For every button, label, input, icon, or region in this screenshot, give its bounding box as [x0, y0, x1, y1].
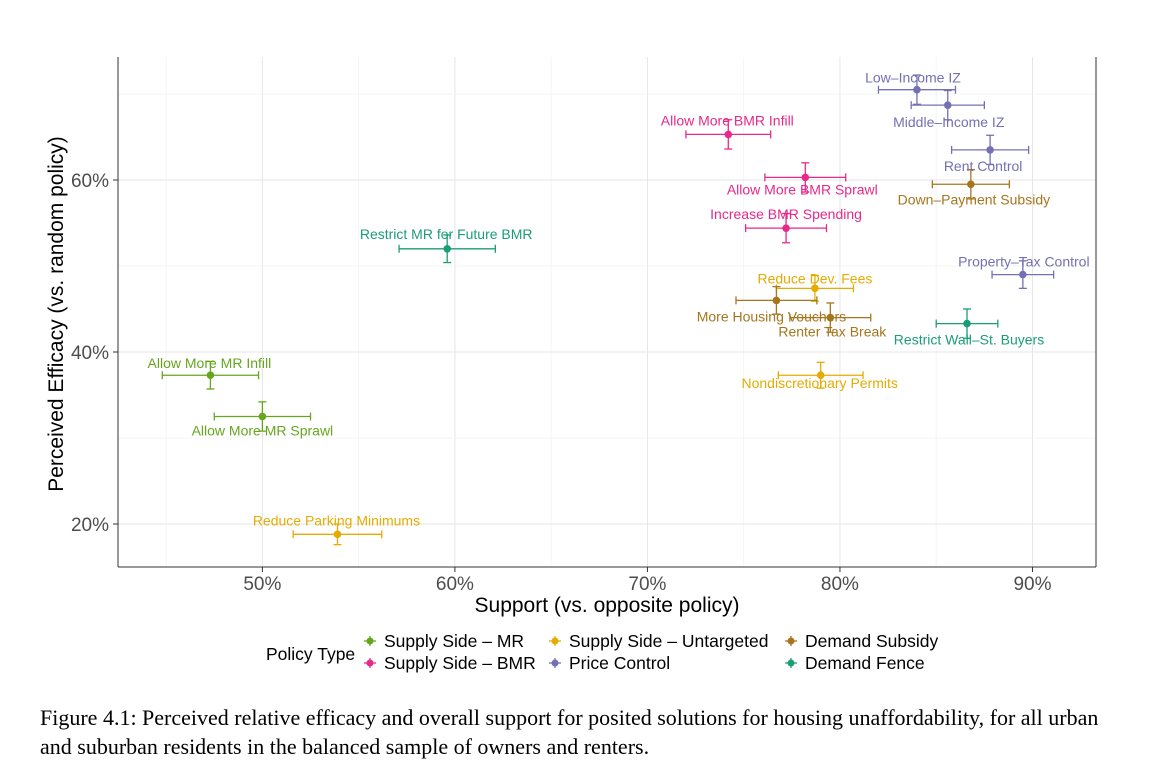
- point-label: Allow More BMR Infill: [661, 112, 794, 128]
- efficacy-support-scatter-chart: 50% 60% 70% 80% 90% 20% 40% 60% Allow More MR I…: [45, 57, 1097, 673]
- data-point: [443, 244, 452, 253]
- legend-title: Policy Type: [266, 644, 355, 664]
- x-tick-label: 80%: [821, 574, 859, 595]
- grid-lines: [118, 57, 1096, 567]
- data-point: [801, 173, 810, 182]
- y-tick-label: 40%: [71, 343, 109, 364]
- point-label: Allow More MR Sprawl: [192, 422, 334, 438]
- data-point: [963, 319, 971, 328]
- data-points: [161, 74, 1055, 546]
- legend-key-point: [366, 637, 374, 645]
- legend-item-label: Supply Side – BMR: [384, 653, 536, 673]
- axes: [113, 57, 1097, 572]
- point-label: Reduce Dev. Fees: [757, 270, 872, 286]
- point-label: Middle–Income IZ: [893, 114, 1005, 130]
- legend-item-label: Demand Fence: [805, 653, 925, 673]
- data-point: [258, 412, 267, 421]
- data-point: [967, 180, 975, 189]
- x-tick-label: 50%: [243, 574, 281, 595]
- data-point: [1019, 270, 1027, 279]
- point-label: Allow More MR Infill: [148, 355, 272, 371]
- data-point: [986, 146, 994, 154]
- legend-key-point: [551, 659, 559, 667]
- point-label: Nondiscretionary Permits: [742, 375, 898, 391]
- point-label: Low–Income IZ: [865, 70, 961, 86]
- data-point: [826, 313, 835, 322]
- point-label: Rent Control: [944, 158, 1023, 174]
- x-tick-label: 90%: [1013, 574, 1051, 595]
- point-label: Allow More BMR Sprawl: [727, 181, 878, 197]
- point-label: Increase BMR Spending: [710, 206, 862, 222]
- data-point: [724, 130, 733, 139]
- point-label: Down–Payment Subsidy: [898, 191, 1051, 207]
- point-label: Property–Tax Control: [958, 254, 1090, 270]
- legend-key-point: [551, 637, 559, 645]
- x-axis-title: Support (vs. opposite policy): [475, 594, 740, 617]
- figure-caption: Figure 4.1: Perceived relative efficacy …: [40, 705, 1099, 759]
- y-axis-title: Perceived Efficacy (vs. random policy): [45, 136, 68, 492]
- legend-key-point: [787, 637, 795, 645]
- point-label: Restrict Wall–St. Buyers: [894, 332, 1044, 348]
- point-label: Restrict MR for Future BMR: [360, 226, 533, 242]
- data-point: [943, 101, 952, 109]
- tick-labels: 50% 60% 70% 80% 90% 20% 40% 60%: [71, 171, 1052, 595]
- legend-key-point: [787, 659, 795, 667]
- legend-item-label: Supply Side – MR: [384, 631, 524, 651]
- data-point: [333, 530, 342, 539]
- point-label: More Housing Vouchers: [697, 308, 846, 324]
- y-tick-label: 60%: [71, 171, 109, 192]
- data-point: [772, 296, 781, 305]
- legend-item-label: Price Control: [569, 653, 670, 673]
- legend-item-label: Demand Subsidy: [805, 631, 939, 651]
- data-point: [913, 85, 921, 94]
- x-tick-label: 60%: [436, 574, 474, 595]
- data-point: [782, 224, 790, 232]
- data-point: [811, 284, 819, 293]
- point-labels: Allow More MR Infill Allow More MR Sprawl…: [148, 70, 1090, 529]
- data-point: [206, 371, 215, 380]
- data-point: [816, 371, 825, 380]
- point-label: Reduce Parking Minimums: [253, 512, 420, 528]
- y-tick-label: 20%: [71, 515, 109, 536]
- legend-key-point: [366, 659, 374, 667]
- legend-item-label: Supply Side – Untargeted: [569, 631, 768, 651]
- x-tick-label: 70%: [628, 574, 666, 595]
- point-label: Renter Tax Break: [778, 324, 887, 340]
